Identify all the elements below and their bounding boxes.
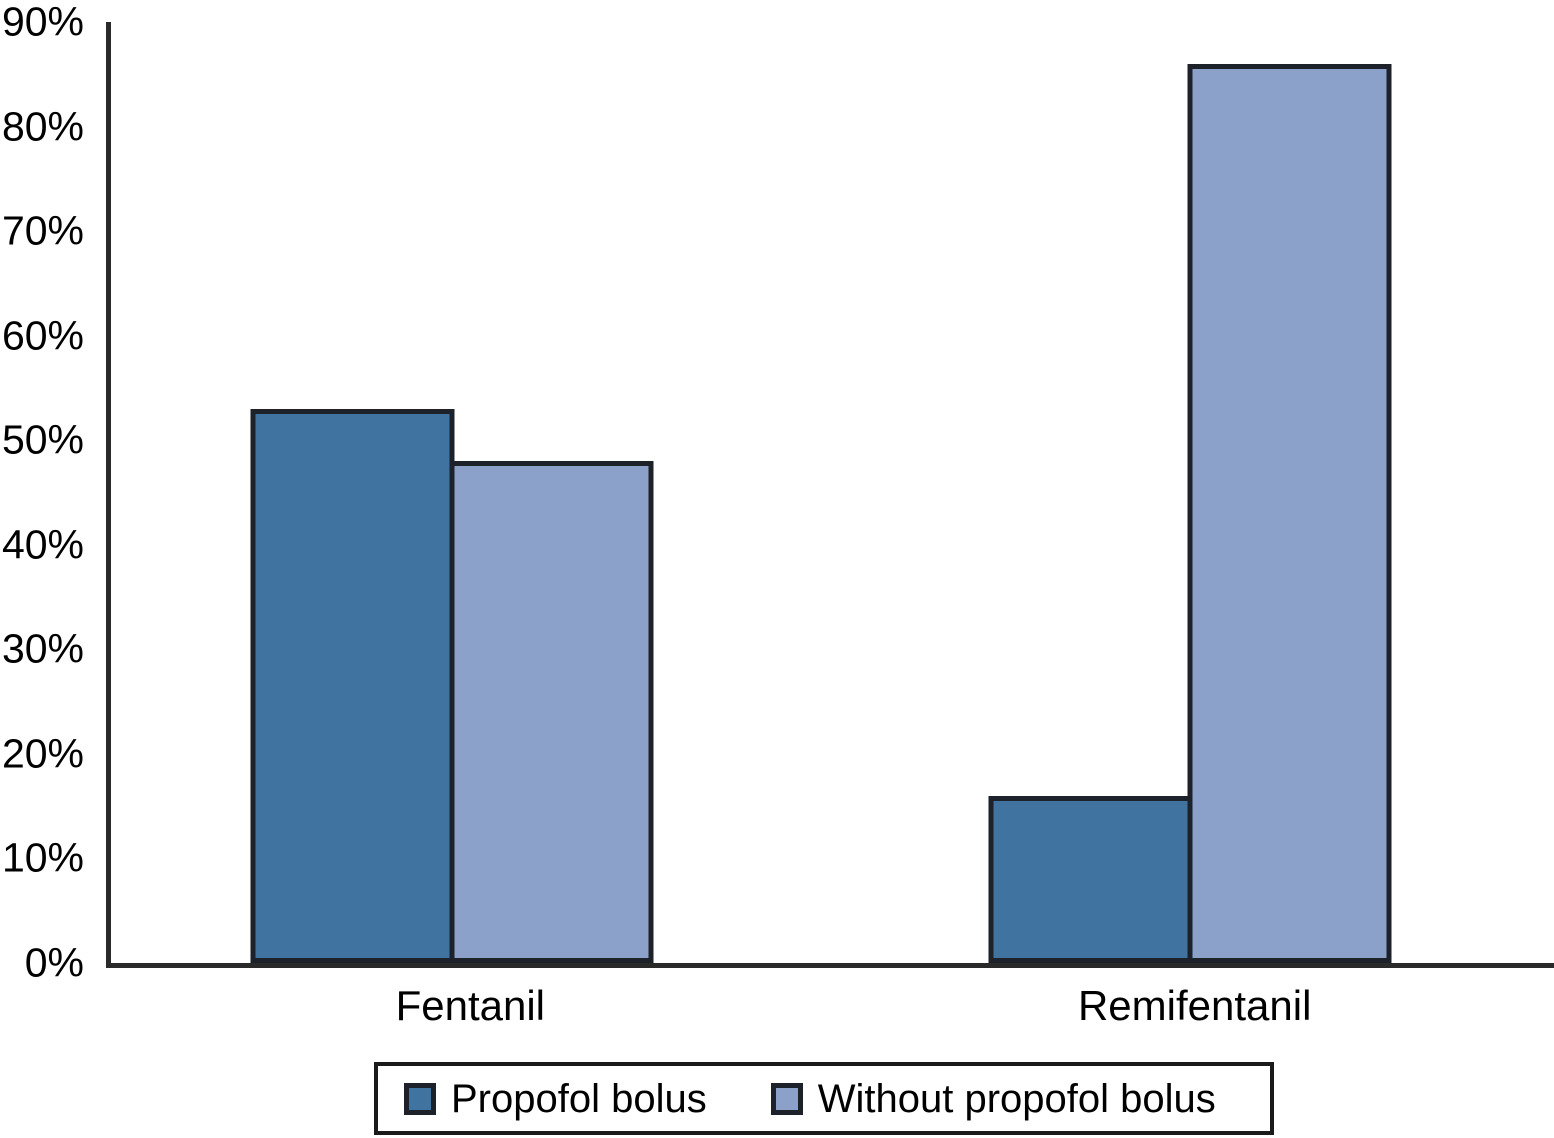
x-axis-category-labels: Fentanil Remifentanil	[111, 982, 1554, 1033]
y-tick-label-30: 30%	[1, 625, 84, 672]
bar-remifentanil-without-propofol-bolus	[1187, 63, 1392, 963]
legend-label-propofol-bolus: Propofol bolus	[451, 1076, 707, 1121]
y-tick-label-40: 40%	[1, 521, 84, 568]
y-tick-label-0: 0%	[24, 939, 84, 986]
y-tick-label-50: 50%	[1, 416, 84, 463]
plot-area	[106, 22, 1554, 968]
y-tick-label-10: 10%	[1, 834, 84, 881]
bar-group-fentanil	[250, 22, 654, 963]
bar-fentanil-without-propofol-bolus	[449, 461, 654, 963]
bar-remifentanil-propofol-bolus	[988, 795, 1193, 963]
legend: Propofol bolus Without propofol bolus	[374, 1062, 1274, 1135]
x-category-label-fentanil: Fentanil	[395, 982, 546, 1029]
y-tick-label-20: 20%	[1, 730, 84, 777]
y-axis-tick-labels: 0% 10% 20% 30% 40% 50% 60% 70% 80% 90%	[0, 0, 86, 1138]
legend-swatch-without-propofol-bolus	[770, 1082, 803, 1115]
x-category-label-remifentanil: Remifentanil	[1077, 982, 1312, 1029]
y-tick-label-60: 60%	[1, 312, 84, 359]
y-tick-label-90: 90%	[1, 0, 84, 45]
legend-item-without-propofol-bolus: Without propofol bolus	[770, 1076, 1216, 1121]
legend-swatch-propofol-bolus	[404, 1082, 436, 1115]
bar-group-remifentanil	[988, 22, 1392, 963]
y-tick-label-70: 70%	[1, 207, 84, 254]
y-tick-label-80: 80%	[1, 103, 84, 150]
legend-item-propofol-bolus: Propofol bolus	[404, 1079, 707, 1119]
legend-label-without-propofol-bolus: Without propofol bolus	[817, 1076, 1216, 1121]
bar-fentanil-propofol-bolus	[250, 408, 455, 963]
